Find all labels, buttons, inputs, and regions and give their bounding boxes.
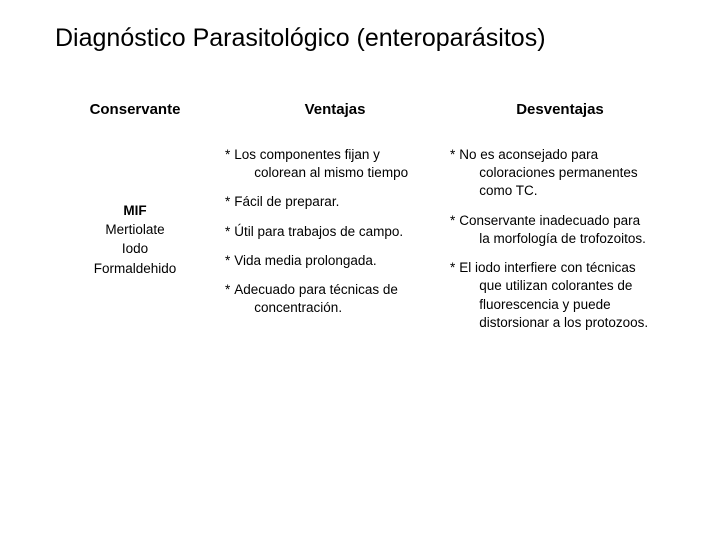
bullet-star-icon: * <box>225 146 234 182</box>
column-header-desventajas: Desventajas <box>450 101 670 146</box>
list-item-text: Fácil de preparar. <box>234 193 445 211</box>
preservative-name: MIF <box>50 202 220 220</box>
list-item-text: Conservante inadecuado para la morfologí… <box>459 212 670 248</box>
advantages-cell: * Los componentes fijan y colorean al mi… <box>225 146 445 343</box>
preservative-line: Iodo <box>50 240 220 258</box>
list-item: * El iodo interfiere con técnicas que ut… <box>450 259 670 332</box>
list-item-text: No es aconsejado para coloraciones perma… <box>459 146 670 201</box>
bullet-star-icon: * <box>450 212 459 248</box>
bullet-star-icon: * <box>225 193 234 211</box>
bullet-star-icon: * <box>225 223 234 241</box>
disadvantages-cell: * No es aconsejado para coloraciones per… <box>450 146 670 343</box>
bullet-star-icon: * <box>225 252 234 270</box>
comparison-table: Conservante Ventajas Desventajas MIF Mer… <box>50 101 670 343</box>
list-item: * Adecuado para técnicas de concentració… <box>225 281 445 317</box>
bullet-star-icon: * <box>450 146 459 201</box>
bullet-star-icon: * <box>225 281 234 317</box>
list-item: * Los componentes fijan y colorean al mi… <box>225 146 445 182</box>
column-header-conservante: Conservante <box>50 101 220 146</box>
list-item: * Útil para trabajos de campo. <box>225 223 445 241</box>
list-item: * No es aconsejado para coloraciones per… <box>450 146 670 201</box>
column-header-ventajas: Ventajas <box>225 101 445 146</box>
list-item-text: Adecuado para técnicas de concentración. <box>234 281 445 317</box>
preservative-line: Mertiolate <box>50 221 220 239</box>
preservative-cell: MIF Mertiolate Iodo Formaldehido <box>50 146 220 343</box>
list-item-text: El iodo interfiere con técnicas que util… <box>459 259 670 332</box>
list-item: * Conservante inadecuado para la morfolo… <box>450 212 670 248</box>
list-item-text: Vida media prolongada. <box>234 252 445 270</box>
page-title: Diagnóstico Parasitológico (enteroparási… <box>55 24 670 53</box>
list-item: * Vida media prolongada. <box>225 252 445 270</box>
bullet-star-icon: * <box>450 259 459 332</box>
list-item-text: Útil para trabajos de campo. <box>234 223 445 241</box>
list-item: * Fácil de preparar. <box>225 193 445 211</box>
preservative-line: Formaldehido <box>50 260 220 278</box>
list-item-text: Los componentes fijan y colorean al mism… <box>234 146 445 182</box>
